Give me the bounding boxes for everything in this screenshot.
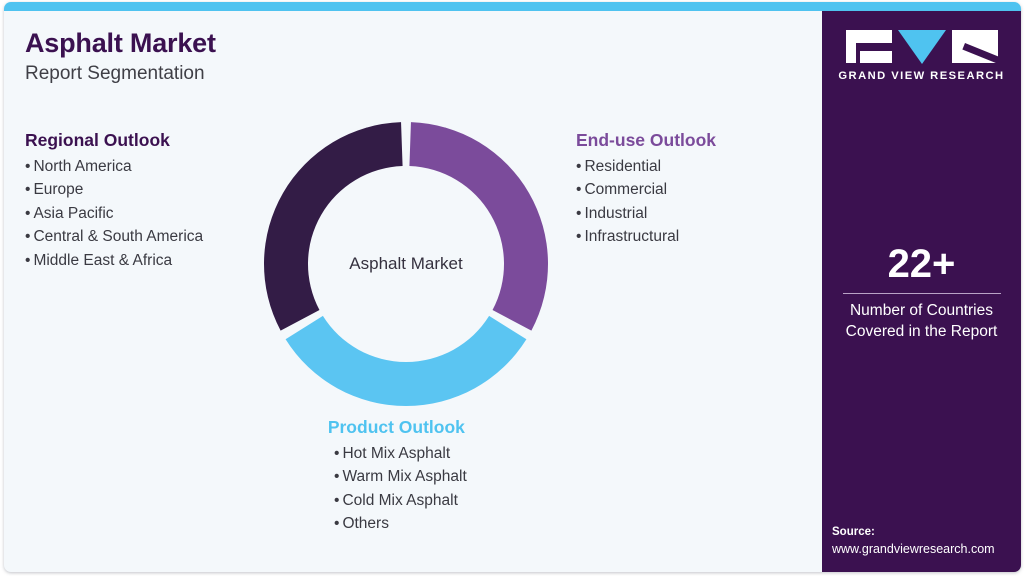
list-item-label: Middle East & Africa: [33, 251, 173, 269]
segmentation-donut-chart: Asphalt Market: [261, 119, 551, 409]
bullet-icon: •: [576, 228, 582, 246]
logo-block: GRAND VIEW RESEARCH: [822, 30, 1021, 82]
bullet-icon: •: [25, 181, 31, 199]
regional-outlook-heading: Regional Outlook: [25, 130, 170, 150]
donut-segment[interactable]: [285, 315, 527, 406]
donut-svg: [264, 122, 548, 406]
list-item: • Hot Mix Asphalt: [334, 442, 467, 466]
list-item-label: Hot Mix Asphalt: [342, 444, 451, 462]
source-url[interactable]: www.grandviewresearch.com: [832, 541, 995, 556]
product-outlook-block: Product Outlook • Hot Mix Asphalt • Warm M…: [326, 416, 467, 536]
report-card: Asphalt Market Report Segmentation Regio…: [4, 2, 1021, 572]
logo-letter-r-icon: [951, 30, 998, 63]
list-item-label: Europe: [33, 181, 84, 199]
enduse-outlook-list: • Residential • Commercial • Industrial • In…: [576, 155, 716, 249]
bullet-icon: •: [25, 157, 31, 175]
bullet-icon: •: [25, 251, 31, 269]
bullet-icon: •: [576, 157, 582, 175]
stat-value: 22+: [887, 242, 956, 286]
bullet-icon: •: [25, 204, 31, 222]
regional-outlook-block: Regional Outlook • North America • Europe …: [25, 129, 203, 272]
page-title: Asphalt Market: [25, 28, 216, 58]
list-item-label: North America: [33, 157, 132, 175]
donut-segment[interactable]: [264, 122, 403, 331]
main-content-area: Asphalt Market Report Segmentation Regio…: [4, 11, 822, 572]
list-item: • Industrial: [576, 202, 716, 226]
country-count-stat: 22+ Number of Countries Covered in the R…: [822, 243, 1021, 343]
regional-outlook-list: • North America • Europe • Asia Pacific • Ce…: [25, 155, 203, 273]
source-block: Source: www.grandviewresearch.com: [832, 524, 995, 558]
list-item: • Others: [334, 512, 467, 536]
logo-marks: [822, 30, 1021, 64]
list-item-label: Warm Mix Asphalt: [342, 468, 467, 486]
product-outlook-list: • Hot Mix Asphalt • Warm Mix Asphalt • Cold…: [326, 442, 467, 536]
stat-caption-line2: Covered in the Report: [845, 322, 998, 340]
source-label: Source:: [832, 525, 875, 538]
list-item: • North America: [25, 155, 203, 179]
logo-letter-v-triangle-icon: [897, 30, 946, 64]
bullet-icon: •: [576, 181, 582, 199]
bullet-icon: •: [334, 468, 340, 486]
list-item-label: Infrastructural: [584, 228, 680, 246]
list-item-label: Asia Pacific: [33, 204, 114, 222]
list-item: • Warm Mix Asphalt: [334, 465, 467, 489]
product-outlook-heading: Product Outlook: [327, 417, 465, 437]
top-accent-strip: [4, 2, 1021, 11]
list-item: • Cold Mix Asphalt: [334, 489, 467, 513]
list-item: • Europe: [25, 178, 203, 202]
list-item: • Infrastructural: [576, 225, 716, 249]
bullet-icon: •: [25, 228, 31, 246]
stat-caption-line1: Number of Countries: [849, 302, 993, 319]
bullet-icon: •: [334, 515, 340, 533]
logo-wordmark: GRAND VIEW RESEARCH: [838, 70, 1005, 82]
stat-caption: Number of Countries Covered in the Repor…: [822, 301, 1021, 343]
list-item-label: Central & South America: [33, 228, 204, 246]
bullet-icon: •: [334, 491, 340, 509]
donut-segment[interactable]: [409, 122, 548, 331]
bullet-icon: •: [334, 444, 340, 462]
list-item: • Residential: [576, 155, 716, 179]
title-block: Asphalt Market Report Segmentation: [25, 28, 216, 86]
list-item: • Central & South America: [25, 225, 203, 249]
list-item-label: Commercial: [584, 181, 668, 199]
list-item-label: Residential: [584, 157, 662, 175]
brand-side-panel: GRAND VIEW RESEARCH 22+ Number of Countr…: [822, 11, 1021, 572]
enduse-outlook-heading: End-use Outlook: [576, 130, 716, 150]
list-item-label: Others: [342, 515, 389, 533]
list-item: • Middle East & Africa: [25, 249, 203, 273]
list-item-label: Cold Mix Asphalt: [342, 491, 458, 509]
enduse-outlook-block: End-use Outlook • Residential • Commercial…: [576, 129, 716, 249]
list-item: • Asia Pacific: [25, 202, 203, 226]
stat-divider: [842, 293, 1001, 294]
logo-letter-g-icon: [845, 30, 892, 63]
page-subtitle: Report Segmentation: [25, 63, 205, 85]
list-item-label: Industrial: [584, 204, 648, 222]
list-item: • Commercial: [576, 178, 716, 202]
bullet-icon: •: [576, 204, 582, 222]
